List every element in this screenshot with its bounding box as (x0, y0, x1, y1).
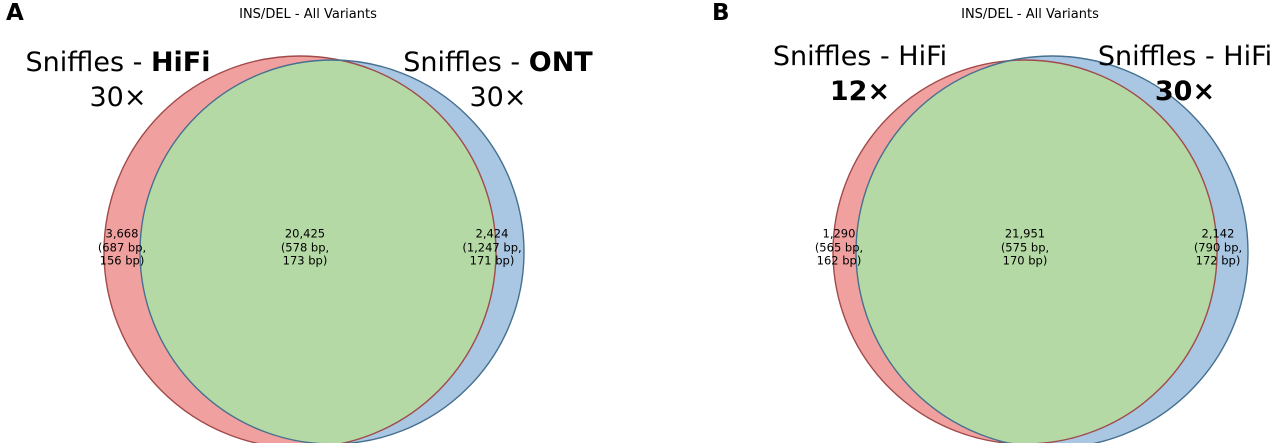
set-label-a-right-line1: Sniffles - ONT (403, 47, 593, 78)
set-label-a-left-line1: Sniffles - HiFi (25, 47, 211, 78)
venn-b-left-only-label: 1,290 (565 bp, 162 bp) (814, 226, 864, 268)
set-label-a-right: Sniffles - ONT 30× (403, 46, 592, 115)
venn-diagram-b (832, 55, 1249, 443)
set-label-b-right: Sniffles - HiFi 30× (1098, 40, 1272, 109)
panel-b: B INS/DEL - All Variants Sniffles - HiFi… (640, 0, 1280, 443)
venn-a-left-set-outline (103, 55, 497, 443)
panel-letter-a: A (6, 0, 24, 26)
panel-b-title: INS/DEL - All Variants (961, 7, 1099, 22)
venn-b-overlap-area (855, 60, 1217, 443)
venn-a-left-only-label: 3,668 (687 bp, 156 bp) (97, 226, 147, 268)
venn-a-right-set-outline (139, 59, 525, 443)
panel-letter-b: B (712, 0, 730, 26)
panel-a: A INS/DEL - All Variants Sniffles - HiFi… (6, 0, 593, 443)
venn-b-left-set-outline (832, 59, 1218, 443)
venn-diagram-a (103, 55, 525, 443)
set-label-a-left: Sniffles - HiFi 30× (25, 46, 210, 115)
set-label-a-right-line2: 30× (469, 81, 527, 113)
venn-a-overlap-area (139, 60, 496, 443)
set-label-b-left-line1: Sniffles - HiFi (772, 41, 948, 72)
panel-a-title: INS/DEL - All Variants (239, 7, 377, 22)
set-label-b-right-line2: 30× (1154, 75, 1216, 107)
set-label-b-left-line2: 12× (829, 75, 891, 107)
set-label-b-left: Sniffles - HiFi 12× (773, 40, 947, 109)
venn-b-overlap-label: 21,951 (575 bp, 170 bp) (1000, 226, 1050, 268)
set-label-a-left-line2: 30× (89, 81, 147, 113)
set-label-b-right-line1: Sniffles - HiFi (1097, 41, 1273, 72)
venn-b-right-set-outline (855, 55, 1249, 443)
venn-a-right-only-label: 2,424 (1,247 bp, 171 bp) (462, 226, 522, 268)
venn-a-overlap-label: 20,425 (578 bp, 173 bp) (280, 226, 330, 268)
venn-b-right-only-label: 2,142 (790 bp, 172 bp) (1193, 226, 1243, 268)
